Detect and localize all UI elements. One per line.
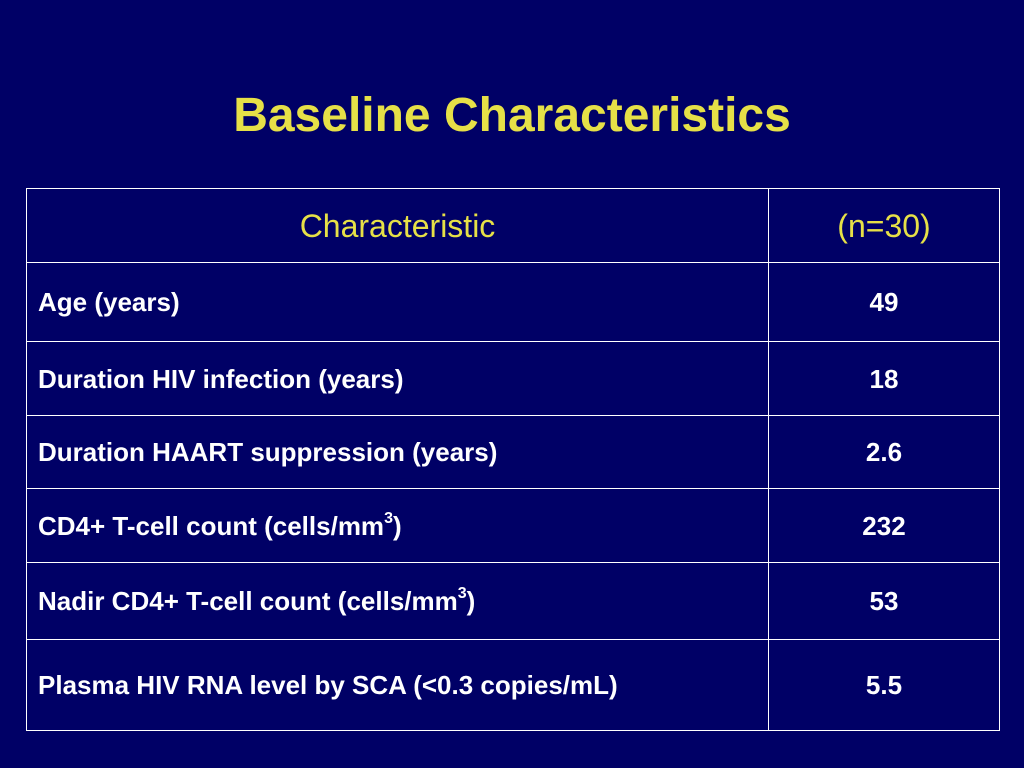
row-value: 49 bbox=[768, 262, 1000, 342]
row-value: 232 bbox=[768, 488, 1000, 563]
baseline-characteristics-table: Characteristic (n=30) Age (years) 49 Dur… bbox=[26, 188, 1000, 731]
table-row: Duration HAART suppression (years) 2.6 bbox=[26, 415, 1000, 489]
table-row: Plasma HIV RNA level by SCA (<0.3 copies… bbox=[26, 639, 1000, 731]
row-label: Plasma HIV RNA level by SCA (<0.3 copies… bbox=[26, 639, 769, 731]
row-label: Duration HAART suppression (years) bbox=[26, 415, 769, 489]
row-label: Age (years) bbox=[26, 262, 769, 342]
superscript: 3 bbox=[384, 509, 393, 527]
superscript: 3 bbox=[457, 585, 467, 603]
row-value: 18 bbox=[768, 341, 1000, 416]
table-row: Nadir CD4+ T-cell count (cells/mm3) 53 bbox=[26, 562, 1000, 640]
row-value: 2.6 bbox=[768, 415, 1000, 489]
table-row: Duration HIV infection (years) 18 bbox=[26, 341, 1000, 416]
row-value: 5.5 bbox=[768, 639, 1000, 731]
slide-title: Baseline Characteristics bbox=[233, 89, 791, 142]
header-n: (n=30) bbox=[768, 188, 1000, 263]
row-label: Nadir CD4+ T-cell count (cells/mm bbox=[38, 586, 458, 616]
row-value: 53 bbox=[768, 562, 1000, 640]
header-characteristic: Characteristic bbox=[26, 188, 769, 263]
table-row: CD4+ T-cell count (cells/mm3) 232 bbox=[26, 488, 1000, 563]
row-label-suffix: ) bbox=[466, 586, 476, 616]
row-label-cell: Nadir CD4+ T-cell count (cells/mm3) bbox=[26, 562, 769, 640]
row-label-cell: CD4+ T-cell count (cells/mm3) bbox=[26, 488, 769, 563]
table-row: Age (years) 49 bbox=[26, 262, 1000, 342]
table-header-row: Characteristic (n=30) bbox=[26, 188, 1000, 263]
row-label: Duration HIV infection (years) bbox=[26, 341, 769, 416]
row-label: CD4+ T-cell count (cells/mm bbox=[38, 510, 385, 541]
row-label-suffix: ) bbox=[392, 510, 402, 541]
